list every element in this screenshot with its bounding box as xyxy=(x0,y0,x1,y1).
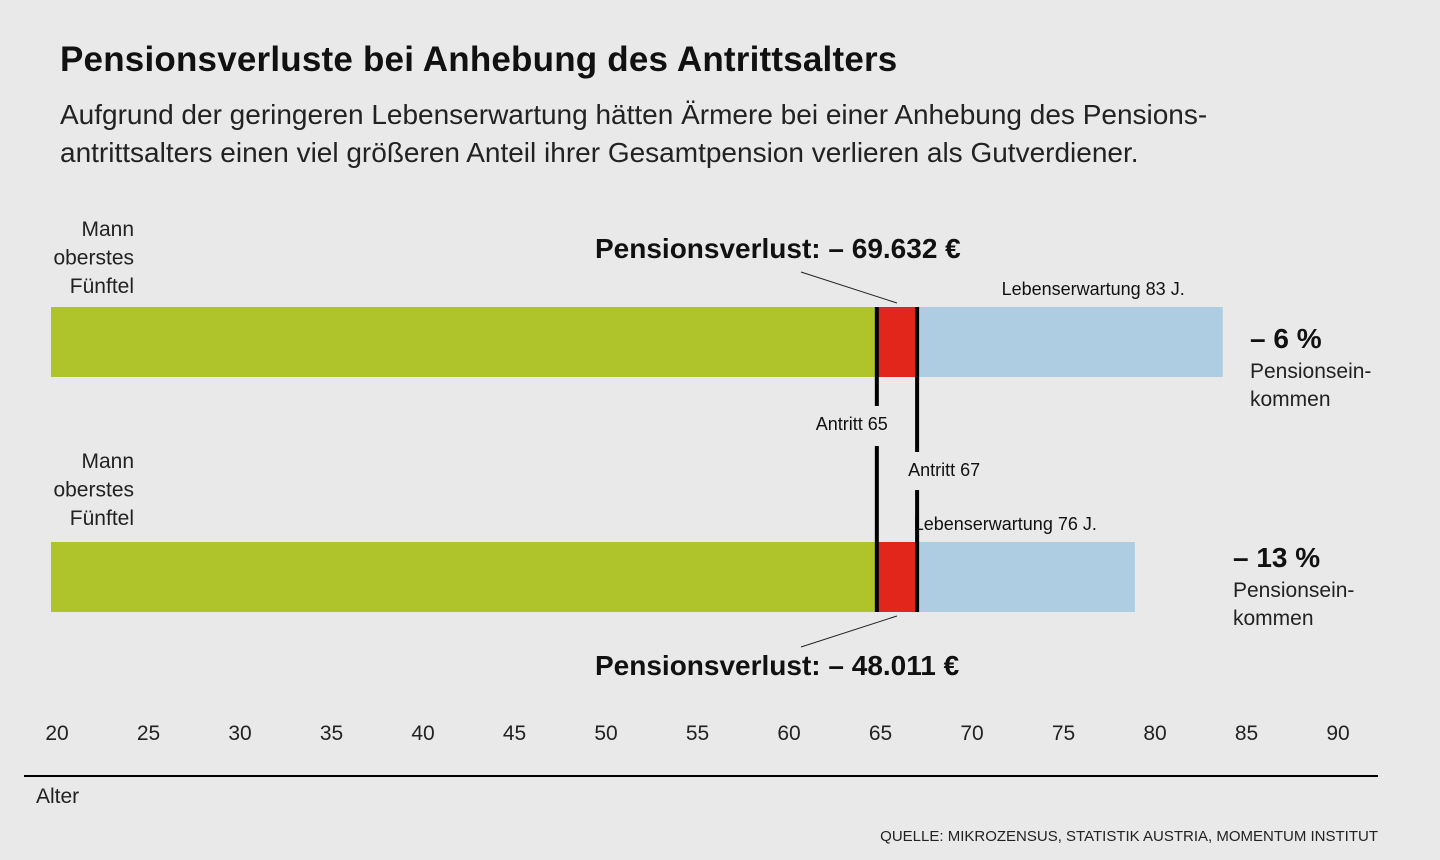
x-tick-label-6: 45 xyxy=(503,722,526,745)
bar-2-group-label-line-3: Fünftel xyxy=(70,507,134,530)
x-tick-label-4: 35 xyxy=(320,722,343,745)
chart-subtitle: Aufgrund der geringeren Lebenserwartung … xyxy=(60,96,1380,172)
bar-1-loss-leader-line xyxy=(800,271,898,304)
bar-2-group-label-line-2: oberstes xyxy=(53,479,134,502)
x-tick-label-7: 50 xyxy=(594,722,617,745)
x-tick-label-10: 65 xyxy=(869,722,892,745)
bar-2-segment-1 xyxy=(51,542,877,612)
bar-2-segment-3 xyxy=(917,542,1135,612)
x-tick-label-14: 85 xyxy=(1235,722,1258,745)
x-tick-label-3: 30 xyxy=(228,722,251,745)
bar-1-segment-3 xyxy=(917,307,1223,377)
bar-2-life-expectancy-label: Lebenserwartung 76 J. xyxy=(914,514,1097,534)
bar-2-segment-2 xyxy=(876,542,918,612)
bar-1-group-label-line-2: oberstes xyxy=(53,247,134,270)
bar-2-loss-leader-line xyxy=(800,615,898,648)
x-axis-label: Alter xyxy=(36,785,79,808)
subtitle-line-2: antrittsalters einen viel größeren Antei… xyxy=(60,137,1139,168)
bar-1-group-label-line-1: Mann xyxy=(81,218,134,241)
bar-1-segment-1 xyxy=(51,307,877,377)
x-tick-label-5: 40 xyxy=(411,722,434,745)
marker-1-label: Antritt 65 xyxy=(816,414,888,434)
bar-1-loss-label: Pensionsverlust: – 69.632 € xyxy=(595,233,961,264)
x-tick-label-12: 75 xyxy=(1052,722,1075,745)
x-tick-label-15: 90 xyxy=(1326,722,1349,745)
bar-2-percentage-text-line-2: kommen xyxy=(1233,607,1314,630)
source-note: QUELLE: MIKROZENSUS, STATISTIK AUSTRIA, … xyxy=(880,828,1378,845)
x-tick-label-13: 80 xyxy=(1143,722,1166,745)
bar-1-percentage-text-line-2: kommen xyxy=(1250,388,1331,411)
bar-1-life-expectancy-label: Lebenserwartung 83 J. xyxy=(1002,279,1185,299)
x-tick-label-2: 25 xyxy=(137,722,160,745)
bar-2-group-label-line-1: Mann xyxy=(81,450,134,473)
bar-2-loss-label: Pensionsverlust: – 48.011 € xyxy=(595,650,960,681)
bar-1-percentage-value: – 6 % xyxy=(1250,323,1322,354)
x-tick-label-9: 60 xyxy=(777,722,800,745)
x-tick-label-11: 70 xyxy=(960,722,983,745)
bar-1-percentage-text-line-1: Pensionsein- xyxy=(1250,360,1371,383)
bar-2-percentage-value: – 13 % xyxy=(1233,542,1320,573)
marker-2-label: Antritt 67 xyxy=(908,460,980,480)
x-tick-label-8: 55 xyxy=(686,722,709,745)
chart-title: Pensionsverluste bei Anhebung des Antrit… xyxy=(60,40,898,79)
subtitle-line-1: Aufgrund der geringeren Lebenserwartung … xyxy=(60,99,1208,130)
bar-1-segment-2 xyxy=(876,307,918,377)
bar-1-group-label-line-3: Fünftel xyxy=(70,275,134,298)
x-tick-label-1: 20 xyxy=(45,722,68,745)
bar-2-percentage-text-line-1: Pensionsein- xyxy=(1233,579,1354,602)
